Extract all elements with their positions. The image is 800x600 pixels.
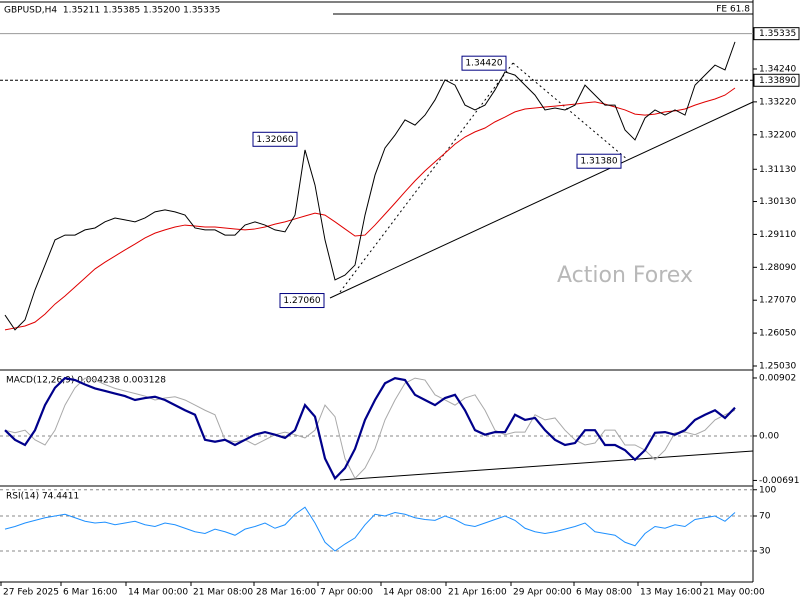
x-tick-label: 28 Mar 16:00 — [256, 588, 316, 598]
rsi-line — [4, 506, 736, 552]
price-marker-label: 1.33890 — [759, 76, 796, 86]
y-tick-label: 1.26050 — [759, 329, 796, 339]
x-tick-label: 6 Mar 16:00 — [63, 588, 118, 598]
fibonacci-label: FE 61.8 — [716, 5, 750, 15]
annotation-box — [461, 55, 507, 71]
annotation-box — [252, 131, 298, 147]
price-line — [4, 41, 736, 331]
moving-average — [4, 87, 736, 331]
x-tick-label: 14 Apr 08:00 — [383, 588, 442, 598]
y-tick-label: 1.31130 — [759, 165, 796, 175]
y-tick-label: 1.32200 — [759, 130, 796, 140]
watermark: Action Forex — [557, 263, 693, 288]
x-tick-label: 27 Feb 2025 — [3, 588, 59, 598]
x-tick-label: 13 May 16:00 — [640, 588, 702, 598]
y-tick-label: 1.27070 — [759, 296, 796, 306]
y-tick-label: 100 — [759, 485, 776, 495]
x-tick-label: 21 Mar 08:00 — [193, 588, 253, 598]
rsi-title: RSI(14) 74.4411 — [6, 492, 79, 502]
y-tick-label: -0.006915 — [759, 476, 800, 486]
y-tick-label: 1.28090 — [759, 263, 796, 273]
macd-title: MACD(12,26,9) 0.004238 0.003128 — [6, 376, 166, 386]
y-tick-label: 70 — [759, 512, 771, 522]
macd-signal — [4, 377, 736, 480]
y-tick-label: 30 — [759, 547, 771, 557]
x-tick-label: 21 Apr 16:00 — [448, 588, 507, 598]
x-tick-label: 14 Mar 00:00 — [128, 588, 188, 598]
y-tick-label: 1.33220 — [759, 97, 796, 107]
y-tick-label: 1.34240 — [759, 64, 796, 74]
annotation-box — [576, 153, 622, 169]
trendline — [329, 101, 754, 299]
y-tick-label: 0.00902 — [759, 373, 796, 383]
y-tick-label: 1.30130 — [759, 197, 796, 207]
price-marker-box — [753, 27, 800, 41]
chart-title: GBPUSD,H4 1.35211 1.35385 1.35200 1.3533… — [4, 6, 220, 16]
x-tick-label: 7 Apr 00:00 — [320, 588, 373, 598]
price-marker-label: 1.35335 — [759, 29, 796, 39]
annotation-label: 1.32060 — [256, 135, 293, 145]
y-tick-label: 0.00 — [759, 431, 779, 441]
annotation-label: 1.31380 — [580, 157, 617, 167]
x-tick-label: 29 Apr 00:00 — [513, 588, 572, 598]
price-marker-box — [753, 73, 800, 87]
x-tick-label: 21 May 00:00 — [703, 588, 765, 598]
annotation-box — [279, 293, 325, 309]
fibonacci-leg — [512, 62, 629, 161]
annotation-label: 1.34420 — [465, 59, 502, 69]
macd-trendline — [339, 450, 754, 481]
y-tick-label: 1.25030 — [759, 362, 796, 372]
x-tick-label: 6 May 08:00 — [576, 588, 632, 598]
annotation-label: 1.27060 — [283, 296, 320, 306]
macd-line — [4, 376, 736, 481]
y-tick-label: 1.29110 — [759, 230, 796, 240]
